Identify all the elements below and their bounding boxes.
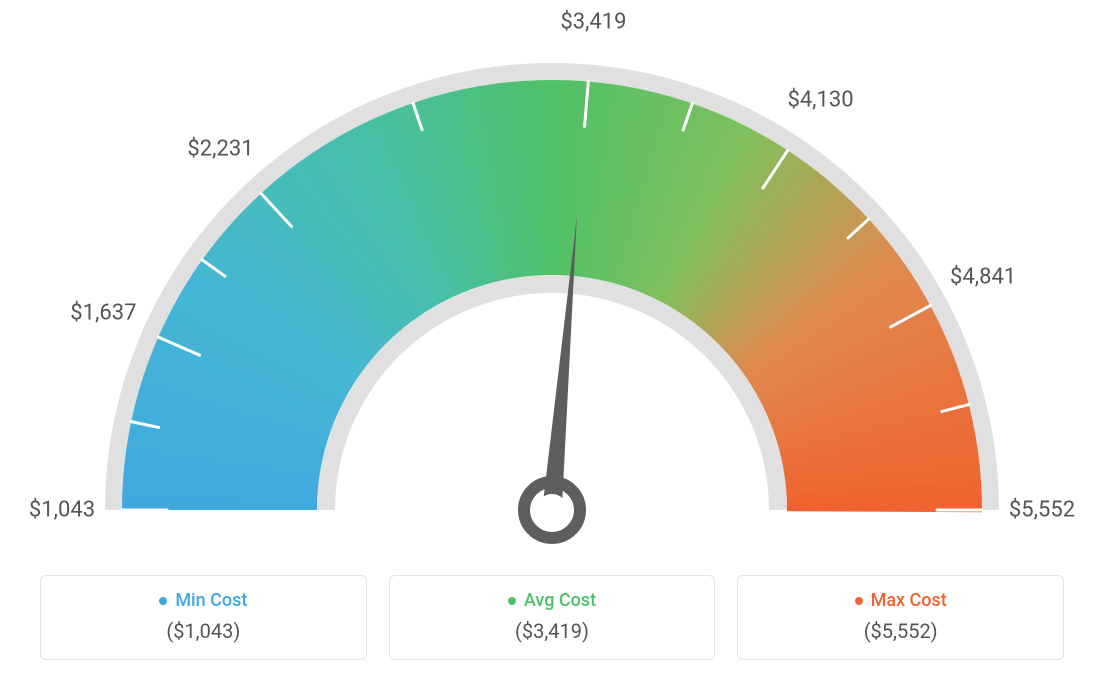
gauge-tick-label: $4,841 (950, 265, 1016, 290)
gauge-tick-label: $2,231 (187, 137, 253, 162)
legend-title-text: Max Cost (871, 590, 947, 611)
legend-row: Min Cost ($1,043) Avg Cost ($3,419) Max … (0, 575, 1104, 661)
legend-title-text: Avg Cost (524, 590, 596, 611)
legend-card-avg: Avg Cost ($3,419) (389, 575, 716, 661)
gauge-tick-label: $3,419 (560, 9, 626, 34)
gauge-tick-label: $4,130 (787, 88, 853, 113)
gauge-tick-label: $1,637 (70, 300, 136, 325)
dot-icon (855, 597, 863, 605)
legend-card-max: Max Cost ($5,552) (737, 575, 1064, 661)
gauge-tick-label: $1,043 (29, 498, 95, 523)
legend-value-min: ($1,043) (51, 619, 356, 643)
gauge-tick-label: $5,552 (1009, 498, 1075, 523)
legend-title-avg: Avg Cost (508, 590, 596, 611)
legend-card-min: Min Cost ($1,043) (40, 575, 367, 661)
gauge-chart (0, 0, 1104, 560)
legend-value-max: ($5,552) (748, 619, 1053, 643)
dot-icon (508, 597, 516, 605)
legend-title-text: Min Cost (175, 590, 247, 611)
legend-title-min: Min Cost (159, 590, 247, 611)
gauge-container: $1,043 $1,637 $2,231 $3,419 $4,130 $4,841 $5,5… (0, 0, 1104, 560)
legend-title-max: Max Cost (855, 590, 947, 611)
legend-value-avg: ($3,419) (400, 619, 705, 643)
dot-icon (159, 597, 167, 605)
